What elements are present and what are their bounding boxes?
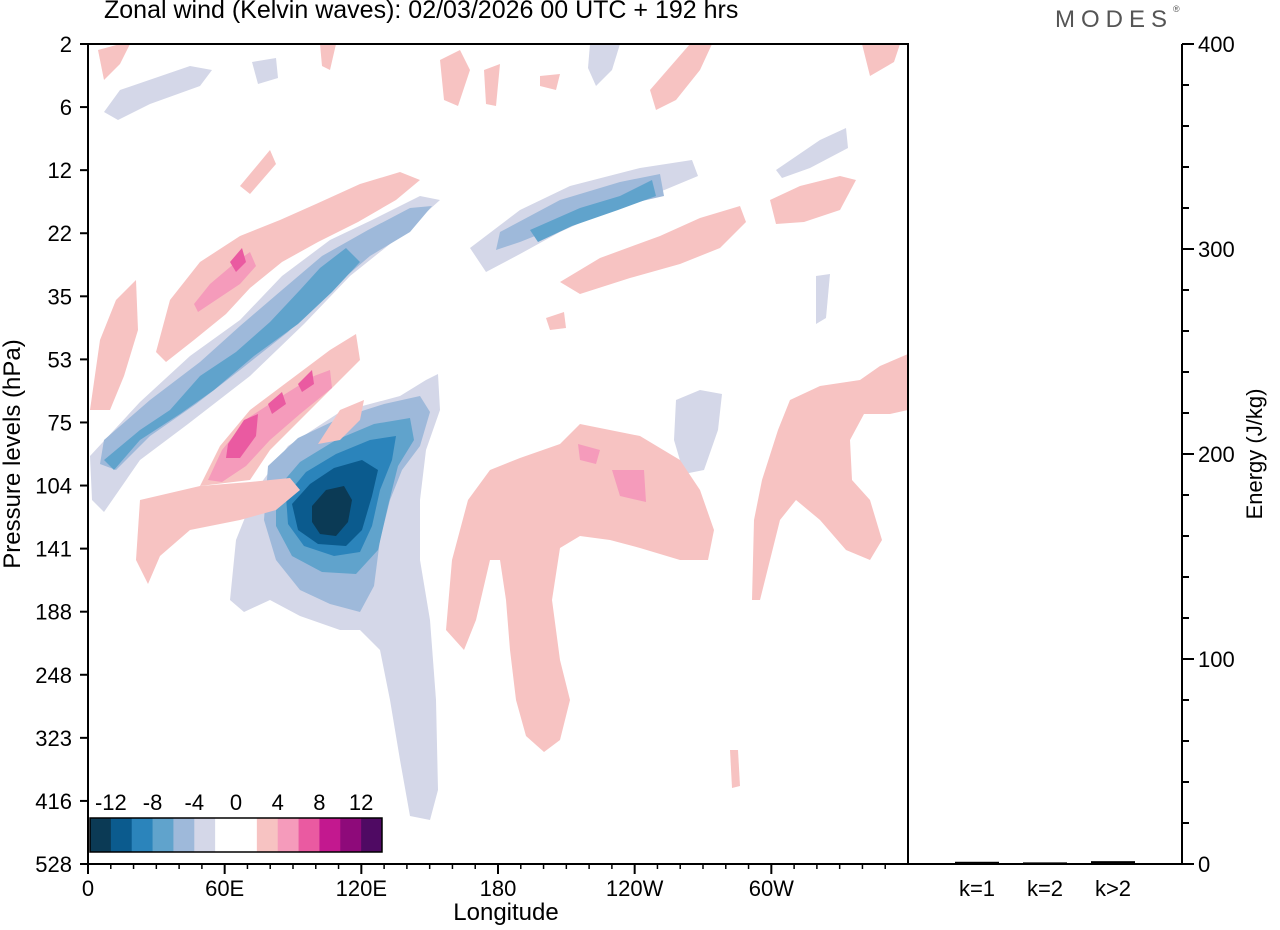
positive-anomaly-region — [546, 312, 566, 330]
negative-anomaly-region — [588, 44, 620, 86]
positive-anomaly-region — [136, 478, 300, 584]
positive-anomaly-region — [440, 50, 470, 106]
x-tick-label: 60W — [749, 876, 794, 901]
energy-tick-label: 100 — [1198, 647, 1235, 672]
positive-anomaly-region — [156, 172, 420, 362]
y-tick-label: 416 — [35, 789, 72, 814]
negative-anomaly-region — [104, 248, 360, 470]
energy-category-label: k=2 — [1027, 876, 1063, 901]
positive-anomaly-region — [578, 444, 600, 464]
colorbar-swatch — [110, 818, 133, 852]
colorbar-swatch — [277, 818, 300, 852]
chart-title: Zonal wind (Kelvin waves): 02/03/2026 00… — [104, 0, 739, 24]
positive-anomaly-region — [230, 248, 246, 272]
x-tick-label: 60E — [205, 876, 244, 901]
energy-category-label: k>2 — [1095, 876, 1131, 901]
colorbar-swatch — [236, 818, 258, 852]
wind-field — [90, 44, 908, 820]
colorbar-swatch — [298, 818, 320, 852]
colorbar-swatch — [361, 818, 383, 852]
positive-anomaly-region — [560, 206, 746, 294]
energy-tick-label: 300 — [1198, 237, 1235, 262]
colorbar-label: -8 — [143, 790, 163, 815]
modes-logo: MODES® — [1055, 4, 1180, 34]
logo-text: MODES — [1055, 6, 1174, 33]
energy-tick-label: 400 — [1198, 32, 1235, 57]
colorbar-label: 4 — [272, 790, 284, 815]
positive-anomaly-region — [320, 44, 336, 70]
y-tick-label: 6 — [60, 95, 72, 120]
axes: 2 6 12 22 35 53 75 104 141 188 248 323 416 528 Pressur… — [0, 32, 1267, 926]
energy-bar — [1091, 861, 1135, 864]
positive-anomaly-region — [268, 392, 286, 414]
colorbar-label: 12 — [349, 790, 373, 815]
x-tick-label: 120W — [606, 876, 664, 901]
colorbar-swatch — [340, 818, 362, 852]
colorbar-swatch — [90, 818, 112, 852]
negative-anomaly-region — [252, 58, 278, 84]
colorbar-swatch — [256, 818, 279, 852]
positive-anomaly-region — [446, 424, 714, 752]
colorbar-swatch — [173, 818, 195, 852]
negative-anomaly-region — [312, 486, 352, 536]
positive-anomaly-region — [226, 414, 258, 458]
negative-anomaly-region — [90, 196, 440, 512]
colorbar-frame — [89, 817, 383, 853]
y-tick-label: 35 — [48, 284, 72, 309]
negative-anomaly-region — [776, 128, 848, 178]
y-tick-label: 22 — [48, 221, 72, 246]
energy-bar — [955, 861, 999, 864]
y-tick-label: 75 — [48, 410, 72, 435]
positive-anomaly-region — [98, 44, 130, 80]
positive-anomaly-region — [318, 400, 364, 444]
positive-anomaly-region — [770, 176, 856, 224]
energy-tick-label: 200 — [1198, 442, 1235, 467]
negative-anomaly-region — [816, 274, 830, 324]
colorbar-label: 8 — [313, 790, 325, 815]
y-tick-label: 323 — [35, 726, 72, 751]
positive-anomaly-region — [298, 370, 314, 392]
energy-bar — [1023, 862, 1067, 865]
positive-anomaly-region — [752, 354, 908, 600]
x-axis-label: Longitude — [453, 899, 558, 926]
positive-anomaly-region — [730, 750, 740, 788]
positive-anomaly-region — [862, 44, 900, 76]
negative-anomaly-region — [530, 180, 656, 242]
y-tick-label: 12 — [48, 158, 72, 183]
positive-anomaly-region — [650, 44, 712, 110]
positive-anomaly-region — [540, 74, 560, 90]
energy-category-label: k=1 — [959, 876, 995, 901]
negative-anomaly-region — [104, 66, 212, 120]
y-tick-label: 53 — [48, 347, 72, 372]
y-tick-label: 2 — [60, 32, 72, 57]
colorbar-swatch — [194, 818, 216, 852]
energy-tick-label: 0 — [1198, 852, 1210, 877]
y-tick-label: 104 — [35, 474, 72, 499]
colorbar-swatch — [152, 818, 174, 852]
colorbar-swatch — [319, 818, 341, 852]
energy-axis-label: Energy (J/kg) — [1242, 389, 1267, 520]
positive-anomaly-region — [240, 150, 276, 194]
y-tick-label: 248 — [35, 663, 72, 688]
positive-anomaly-region — [90, 280, 138, 410]
y-tick-label: 141 — [35, 537, 72, 562]
x-tick-label: 180 — [480, 876, 517, 901]
x-tick-label: 0 — [82, 876, 94, 901]
y-tick-label: 188 — [35, 600, 72, 625]
colorbar-swatch — [215, 818, 237, 852]
colorbar-swatch — [131, 818, 154, 852]
y-tick-label: 528 — [35, 852, 72, 877]
colorbar-label: 0 — [230, 790, 242, 815]
positive-anomaly-region — [484, 64, 500, 106]
x-tick-label: 120E — [336, 876, 387, 901]
colorbar-label: -12 — [95, 790, 127, 815]
colorbar-label: -4 — [185, 790, 205, 815]
positive-anomaly-region — [612, 470, 646, 502]
negative-anomaly-region — [674, 390, 722, 474]
y-axis-label: Pressure levels (hPa) — [0, 339, 26, 568]
logo-mark: ® — [1173, 4, 1180, 14]
